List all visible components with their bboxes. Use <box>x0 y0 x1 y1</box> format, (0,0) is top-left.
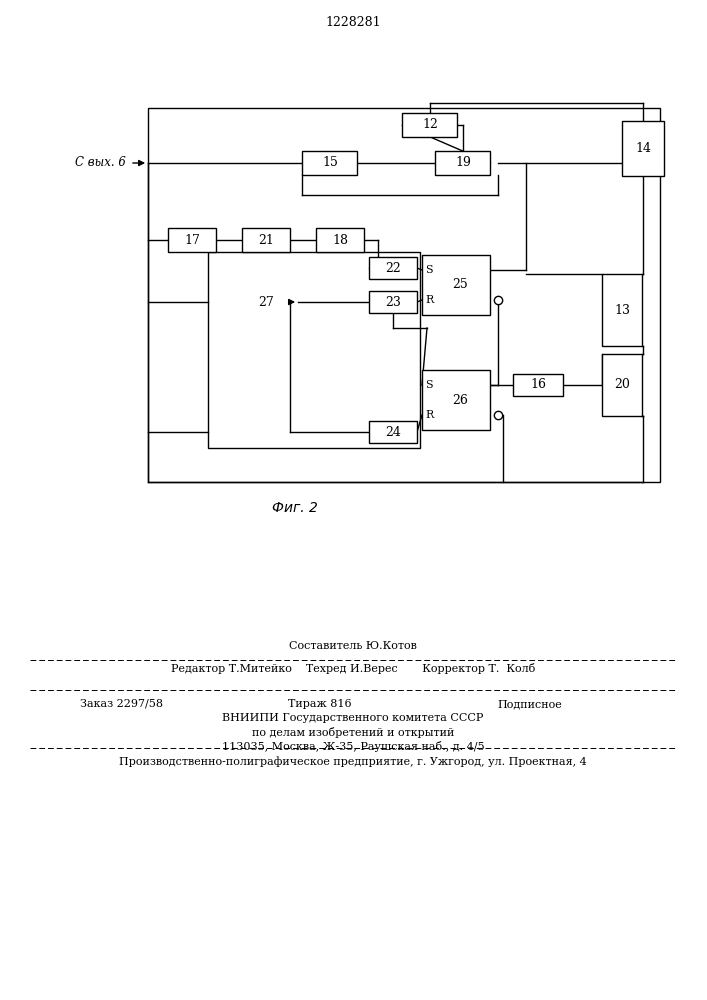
FancyBboxPatch shape <box>622 120 664 176</box>
Text: Производственно-полиграфическое предприятие, г. Ужгород, ул. Проектная, 4: Производственно-полиграфическое предприя… <box>119 757 587 767</box>
FancyBboxPatch shape <box>369 257 417 279</box>
FancyBboxPatch shape <box>402 113 457 137</box>
Text: 18: 18 <box>332 233 348 246</box>
Text: 25: 25 <box>452 278 468 292</box>
Text: 12: 12 <box>422 118 438 131</box>
Text: 26: 26 <box>452 393 468 406</box>
Text: 24: 24 <box>385 426 401 438</box>
FancyBboxPatch shape <box>436 151 491 175</box>
Text: Фиг. 2: Фиг. 2 <box>272 501 318 515</box>
Text: Заказ 2297/58: Заказ 2297/58 <box>80 699 163 709</box>
Text: 23: 23 <box>385 296 401 308</box>
Text: 1228281: 1228281 <box>325 15 381 28</box>
Text: 113035, Москва, Ж-35, Раушская наб., д. 4/5: 113035, Москва, Ж-35, Раушская наб., д. … <box>222 740 484 752</box>
Text: R: R <box>425 410 433 420</box>
Text: S: S <box>425 380 433 390</box>
Text: 20: 20 <box>614 378 630 391</box>
Text: Редактор Т.Митейко    Техред И.Верес       Корректор Т.  Колб: Редактор Т.Митейко Техред И.Верес Коррек… <box>171 662 535 674</box>
Text: 15: 15 <box>322 156 338 169</box>
FancyBboxPatch shape <box>369 291 417 313</box>
Text: Подписное: Подписное <box>498 699 562 709</box>
Text: 19: 19 <box>455 156 471 169</box>
Text: С вых. 6: С вых. 6 <box>75 156 126 169</box>
FancyBboxPatch shape <box>422 255 490 315</box>
Text: 27: 27 <box>258 296 274 308</box>
FancyBboxPatch shape <box>369 421 417 443</box>
FancyBboxPatch shape <box>168 228 216 252</box>
FancyBboxPatch shape <box>242 228 290 252</box>
Text: ВНИИПИ Государственного комитета СССР: ВНИИПИ Государственного комитета СССР <box>222 713 484 723</box>
Text: S: S <box>425 265 433 275</box>
Text: 14: 14 <box>635 141 651 154</box>
Text: R: R <box>425 295 433 305</box>
Text: 21: 21 <box>258 233 274 246</box>
Text: 22: 22 <box>385 261 401 274</box>
Text: по делам изобретений и открытий: по делам изобретений и открытий <box>252 726 454 738</box>
Text: Тираж 816: Тираж 816 <box>288 699 352 709</box>
FancyBboxPatch shape <box>602 354 642 416</box>
FancyBboxPatch shape <box>513 374 563 396</box>
FancyBboxPatch shape <box>303 151 358 175</box>
FancyBboxPatch shape <box>316 228 364 252</box>
Text: Составитель Ю.Котов: Составитель Ю.Котов <box>289 641 417 651</box>
Text: 16: 16 <box>530 378 546 391</box>
Text: 17: 17 <box>184 233 200 246</box>
Text: 13: 13 <box>614 304 630 316</box>
FancyBboxPatch shape <box>602 274 642 346</box>
FancyBboxPatch shape <box>422 370 490 430</box>
